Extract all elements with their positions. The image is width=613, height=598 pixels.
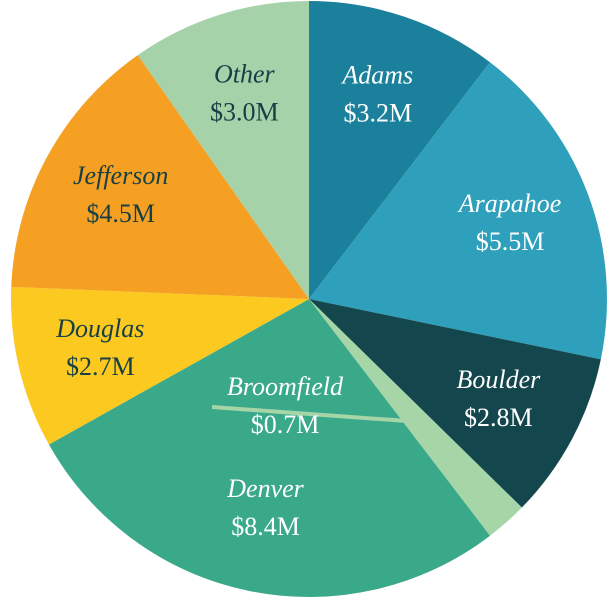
pie-slice [10,286,309,445]
slice-name: Broomfield [227,372,344,401]
slice-name: Jefferson [73,161,168,190]
slice-value: $5.5M [476,227,545,256]
slice-value: $2.8M [464,403,533,432]
pie-slice [309,1,491,299]
slice-value: $4.5M [86,199,155,228]
slice-value: $2.7M [66,352,135,381]
slice-name: Other [214,59,276,88]
slice-value: $8.4M [231,512,300,541]
pie-slice [309,62,607,360]
slice-name: Arapahoe [457,189,562,218]
slice-value: $0.7M [251,410,320,439]
pie-slice [137,1,309,299]
slice-name: Denver [226,474,304,503]
pie-slice [309,299,522,536]
slice-value: $3.2M [343,99,412,128]
leader-line [211,405,418,424]
pie-slice [309,299,601,508]
slice-name: Boulder [456,365,541,394]
pie-slice [11,55,310,299]
slice-name: Douglas [55,314,144,343]
pie-slice [48,299,491,597]
slice-value: $3.0M [210,97,279,126]
slice-name: Adams [340,61,413,90]
